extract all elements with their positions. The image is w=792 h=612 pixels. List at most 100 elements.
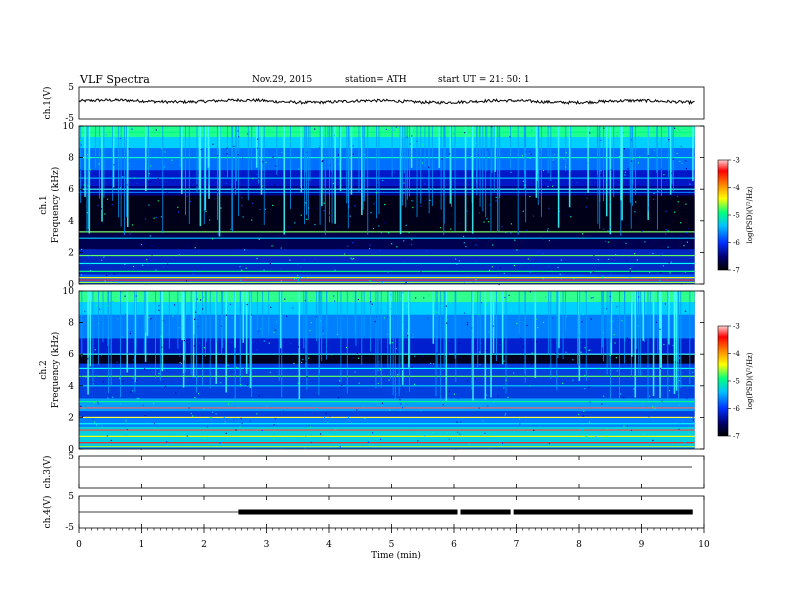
spec-speck <box>493 402 495 404</box>
spec-speck <box>386 333 388 335</box>
spec-streak <box>331 126 333 224</box>
spec-speck <box>576 181 578 184</box>
spec-speck <box>107 397 109 399</box>
spec-speck <box>402 321 404 323</box>
spec-speck <box>354 371 356 373</box>
spec-streak <box>548 291 550 354</box>
ch3-ytick-top: 5 <box>68 452 74 462</box>
spec-band <box>79 291 695 303</box>
spec-streak <box>239 291 241 381</box>
spec-speck <box>547 185 549 188</box>
spec-line <box>79 254 695 257</box>
spec-streak <box>260 126 263 195</box>
spec-speck <box>633 386 635 388</box>
spec-speck <box>490 238 493 240</box>
spec-streak <box>363 291 365 336</box>
spec-speck <box>259 208 261 211</box>
spec-streak <box>660 291 662 368</box>
spec-speck <box>335 428 337 430</box>
spec-streak <box>405 126 407 208</box>
spec-streak <box>318 291 320 396</box>
spec-speck <box>381 179 384 182</box>
spec-speck <box>151 254 153 256</box>
spec-speck <box>111 204 113 206</box>
spec-streak <box>471 126 474 234</box>
spec-streak <box>479 291 481 354</box>
spec-streak <box>280 291 282 349</box>
spec-speck <box>266 405 268 407</box>
spec-speck <box>436 352 438 354</box>
time-tick-label: 5 <box>389 540 395 550</box>
spec-speck <box>252 443 254 445</box>
spec-speck <box>84 262 86 265</box>
spec-speck <box>324 417 326 419</box>
spec-speck <box>87 358 89 360</box>
ch1-frame <box>78 86 705 120</box>
spec-speck <box>588 349 590 351</box>
spec-speck <box>456 263 458 265</box>
spec-speck <box>159 386 161 388</box>
spec-speck <box>490 194 493 196</box>
ch4-gap <box>510 509 514 515</box>
spec-streak <box>499 126 501 198</box>
spec-speck <box>288 226 290 228</box>
spec-streak <box>652 291 655 397</box>
spec-speck <box>347 194 349 196</box>
spec-speck <box>144 368 146 370</box>
spec-streak <box>631 291 633 357</box>
spec-speck <box>548 126 550 129</box>
spec-speck <box>240 279 242 281</box>
spec-streak <box>86 126 88 232</box>
spec-streak <box>540 126 542 217</box>
spec-speck <box>182 157 184 159</box>
spec-speck <box>655 321 658 323</box>
spec-speck <box>280 268 282 270</box>
spec-speck <box>90 368 92 371</box>
spec-speck <box>448 390 450 393</box>
spec-speck <box>558 210 560 212</box>
spec-speck <box>157 200 159 202</box>
spec-streak <box>524 291 526 374</box>
spec-streak <box>321 126 323 207</box>
spec-speck <box>677 201 679 203</box>
spec-speck <box>610 226 612 229</box>
spec-speck <box>387 271 389 273</box>
spec-speck <box>505 379 507 381</box>
spec-speck <box>144 414 146 417</box>
spec-streak <box>524 126 526 174</box>
ch1-spec-ytick-label: 10 <box>63 122 75 132</box>
spec-speck <box>205 210 207 212</box>
spec-streak <box>370 291 372 352</box>
spec-speck <box>626 260 628 262</box>
spec-speck <box>101 259 103 261</box>
spec-speck <box>128 160 130 162</box>
spec-streak <box>120 291 121 398</box>
spec-speck <box>601 403 603 405</box>
spec-speck <box>336 333 339 336</box>
spec-streak <box>363 126 365 202</box>
spec-speck <box>672 247 674 249</box>
spec-speck <box>339 380 341 382</box>
spec-speck <box>374 320 376 323</box>
spec-speck <box>126 428 128 431</box>
spec-speck <box>403 192 405 194</box>
spec-speck <box>199 342 201 344</box>
spec-speck <box>155 216 157 219</box>
ch1-cbar-tick-label: -7 <box>733 267 740 275</box>
spec-speck <box>175 392 177 394</box>
spec-speck <box>333 134 336 136</box>
spec-speck <box>380 438 382 440</box>
spec-speck <box>314 257 316 260</box>
spec-speck <box>676 195 678 198</box>
spec-speck <box>79 139 82 142</box>
spec-speck <box>535 341 538 343</box>
spec-speck <box>533 429 535 431</box>
spec-speck <box>621 305 624 307</box>
spec-speck <box>509 136 511 138</box>
spec-speck <box>255 363 257 365</box>
spec-speck <box>352 153 354 155</box>
spec-speck <box>411 334 413 336</box>
spec-speck <box>297 382 299 384</box>
spec-speck <box>166 441 168 443</box>
spec-speck <box>679 404 681 406</box>
